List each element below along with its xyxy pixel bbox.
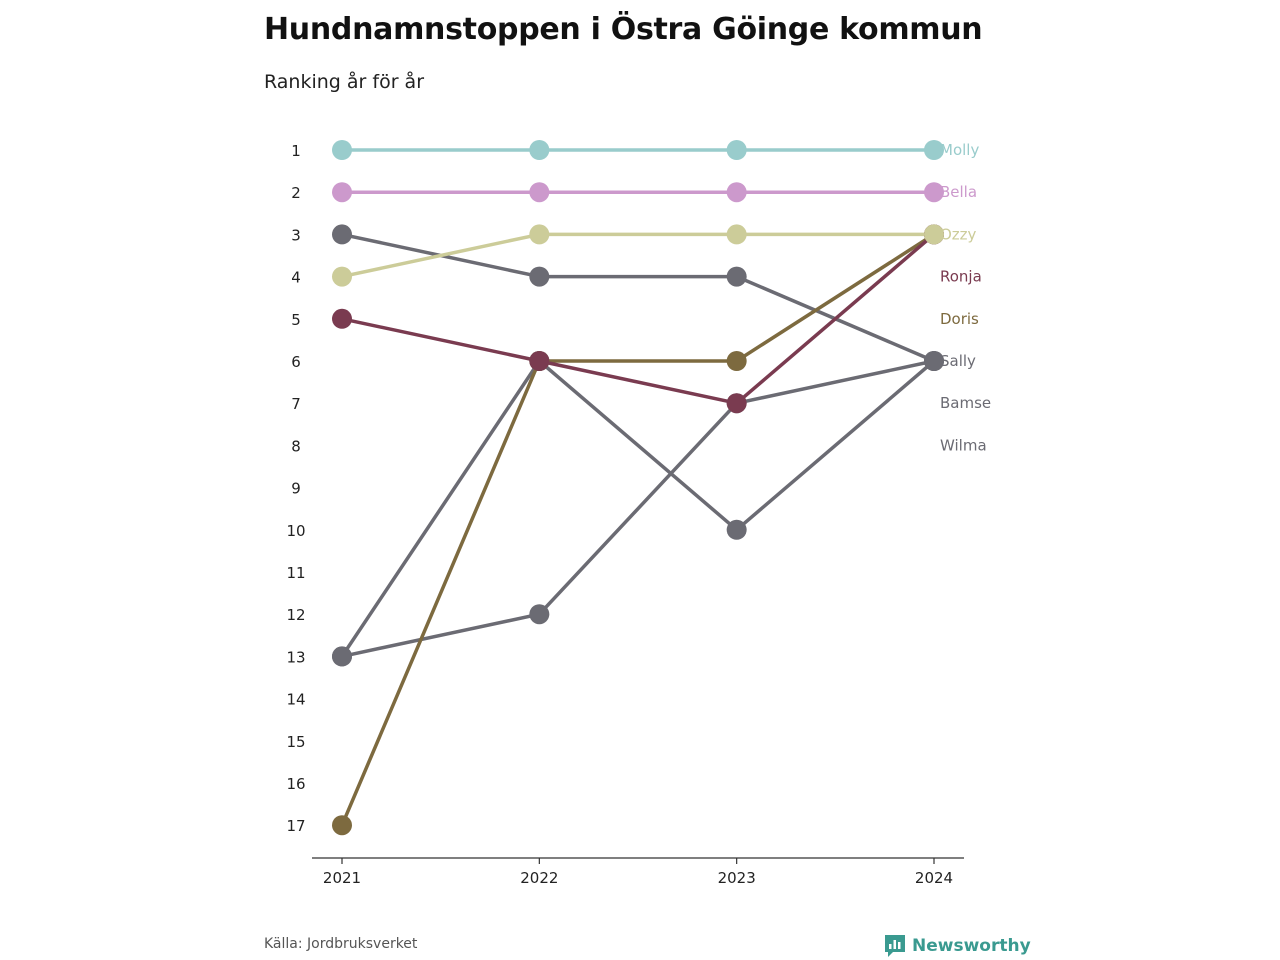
data-point-bella (726, 182, 747, 203)
y-tick-label: 2 (291, 184, 301, 202)
data-point-molly (332, 140, 352, 160)
y-tick-label: 17 (286, 817, 305, 835)
data-point-ronja (529, 351, 550, 371)
series-lines (340, 148, 936, 827)
data-point-bella (332, 182, 352, 203)
data-point-ronja (726, 393, 747, 414)
data-point-sally (332, 224, 352, 245)
data-point-molly (726, 140, 747, 160)
y-tick-label: 11 (286, 564, 305, 582)
brand-logo: Newsworthy (884, 934, 1031, 958)
x-tick-label: 2024 (915, 869, 953, 887)
y-tick-label: 14 (286, 691, 305, 709)
x-axis-ticks: 2021 2022 2023 2024 (323, 858, 953, 887)
x-tick-label: 2023 (718, 869, 756, 887)
data-point-bamse (726, 519, 747, 540)
data-point-sally (726, 266, 747, 287)
y-tick-label: 1 (291, 142, 301, 160)
y-tick-label: 12 (286, 606, 305, 624)
source-note: Källa: Jordbruksverket (264, 936, 418, 952)
data-point-molly (529, 140, 550, 160)
series-labels: Molly Bella Ozzy Ronja Doris Sally Bamse Wilma (940, 141, 991, 454)
data-point-bella (924, 182, 944, 203)
y-tick-label: 10 (286, 522, 305, 540)
series-points (332, 140, 944, 836)
y-tick-label: 13 (286, 648, 305, 666)
x-tick-label: 2022 (520, 869, 558, 887)
data-point-sally (529, 266, 550, 287)
y-tick-label: 5 (291, 311, 301, 329)
series-line-sally (340, 232, 936, 363)
series-label-doris: Doris (940, 310, 979, 328)
data-point-doris (332, 815, 352, 836)
series-line-ozzy (340, 232, 936, 279)
data-point-ronja (332, 308, 352, 329)
data-point-sally (924, 351, 944, 371)
chart-subtitle: Ranking år för år (264, 71, 425, 93)
y-tick-label: 7 (291, 395, 301, 413)
series-label-ozzy: Ozzy (940, 225, 977, 243)
series-label-bella: Bella (940, 183, 977, 201)
newsworthy-logo-icon (885, 935, 905, 957)
y-tick-label: 15 (286, 733, 305, 751)
series-label-wilma: Wilma (940, 436, 987, 454)
data-point-ozzy (924, 224, 944, 245)
data-point-bamse (332, 646, 352, 667)
y-tick-label: 6 (291, 353, 301, 371)
data-point-molly (924, 140, 944, 160)
series-line-doris (340, 232, 936, 827)
x-tick-label: 2021 (323, 869, 361, 887)
series-line-bamse (340, 359, 936, 659)
data-point-bella (529, 182, 550, 203)
series-label-sally: Sally (940, 352, 976, 370)
series-label-ronja: Ronja (940, 268, 982, 286)
data-point-ozzy (726, 224, 747, 245)
series-line-wilma (340, 359, 936, 659)
y-tick-label: 8 (291, 437, 301, 455)
data-point-wilma (529, 604, 550, 625)
series-label-bamse: Bamse (940, 394, 991, 412)
series-line-ronja (340, 232, 936, 405)
y-tick-label: 3 (291, 226, 301, 244)
y-tick-label: 9 (291, 480, 301, 498)
series-label-molly: Molly (940, 141, 979, 159)
data-point-ozzy (332, 266, 352, 287)
chart-title: Hundnamnstoppen i Östra Göinge kommun (264, 12, 983, 47)
data-point-doris (726, 351, 747, 371)
y-tick-label: 16 (286, 775, 305, 793)
brand-name: Newsworthy (912, 936, 1031, 956)
data-point-ozzy (529, 224, 550, 245)
y-tick-label: 4 (291, 269, 301, 287)
